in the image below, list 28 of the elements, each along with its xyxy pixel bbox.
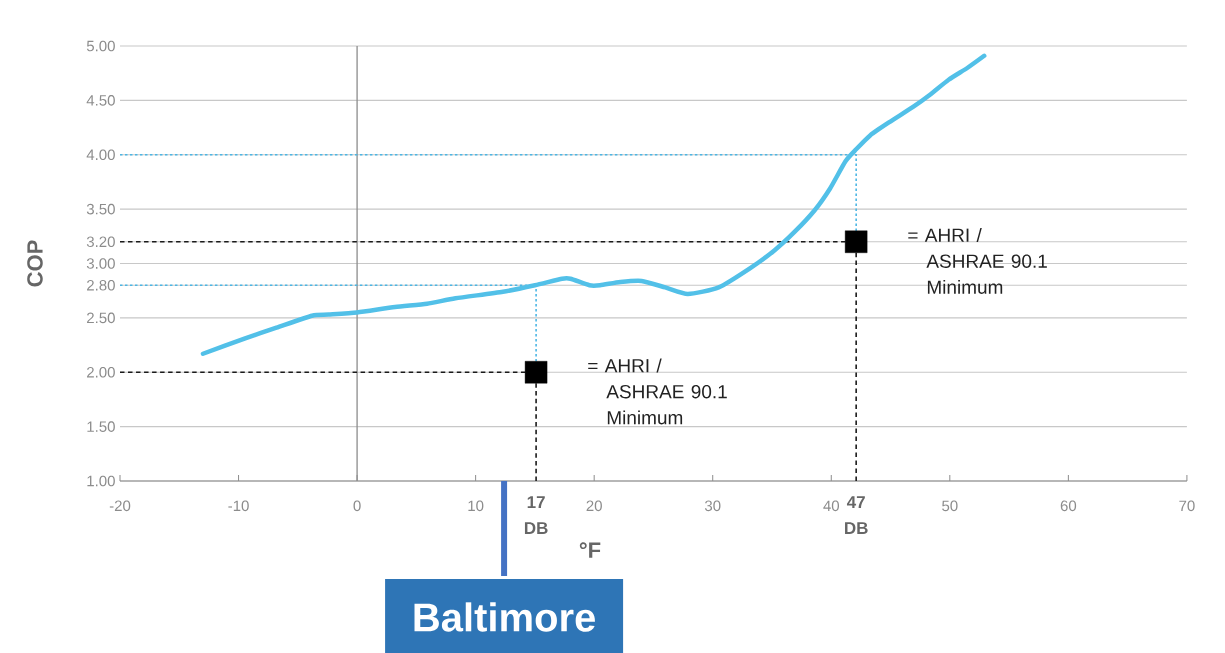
- x-tick-label: -10: [228, 500, 249, 512]
- x-tick-label: 10: [468, 500, 484, 512]
- y-tick-label: 5.00: [86, 40, 115, 52]
- x-tick-label: 50: [942, 500, 958, 512]
- x-tick-label: 30: [704, 500, 721, 512]
- y-tick-label: 1.50: [87, 421, 115, 432]
- text: = AHRI / ASHRAE 90.1 Minimum: [588, 358, 727, 425]
- x-axis-title: °F: [579, 542, 601, 558]
- y-tick-label: 2.50: [87, 312, 115, 324]
- y-tick-label: 3.50: [86, 203, 115, 215]
- y-tick-label: 2.80: [87, 279, 115, 291]
- x-tick-label: 40: [823, 500, 840, 512]
- x-tick-label: 70: [1179, 500, 1195, 512]
- y-axis-title: COP: [27, 240, 43, 287]
- y-tick-label: 3.20: [86, 236, 115, 248]
- text: Baltimore: [414, 602, 595, 632]
- y-tick-label: 1.00: [87, 475, 115, 487]
- x-tick-label: -20: [109, 500, 131, 512]
- x-tick-label: 20: [586, 500, 602, 512]
- annotation: 47 DB: [845, 496, 868, 534]
- y-tick-label: 2.00: [87, 366, 115, 378]
- y-tick-label: 3.00: [86, 258, 115, 269]
- x-tick-label: 60: [1060, 500, 1077, 512]
- annotation: 17 DB: [524, 496, 548, 534]
- x-tick-label: 0: [353, 500, 361, 512]
- y-tick-label: 4.50: [86, 95, 115, 106]
- text: = AHRI / ASHRAE 90.1 Minimum: [908, 227, 1047, 294]
- y-tick-label: 4.00: [86, 149, 115, 161]
